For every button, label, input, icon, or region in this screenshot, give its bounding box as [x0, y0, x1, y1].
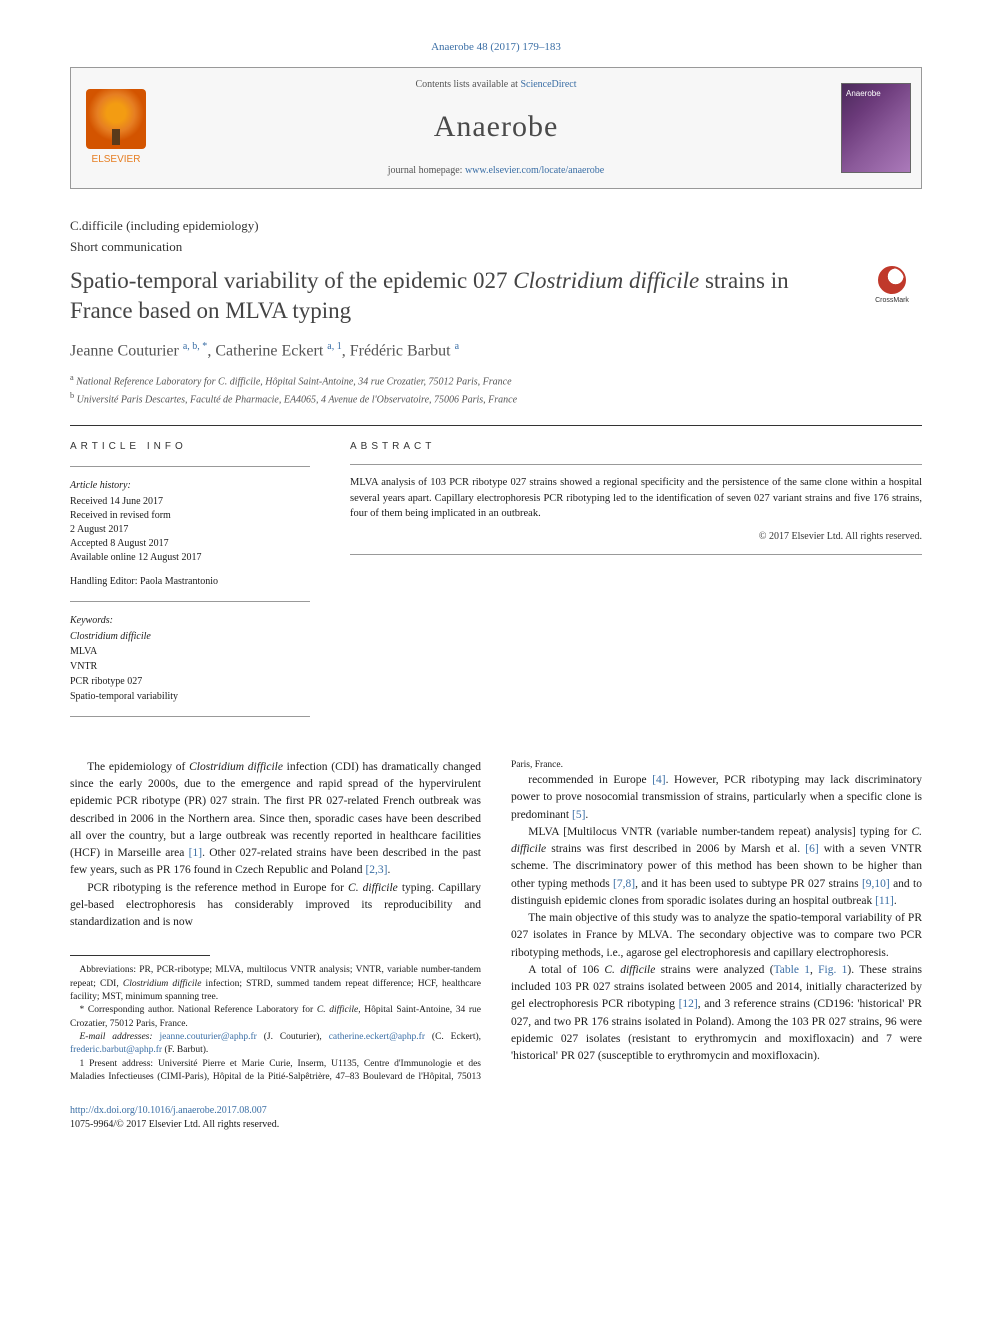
article-info-column: ARTICLE INFO Article history: Received 1… — [70, 440, 310, 729]
keyword: VNTR — [70, 660, 310, 674]
body-text: The epidemiology of Clostridium difficil… — [70, 759, 922, 1084]
abstract-heading: ABSTRACT — [350, 440, 922, 454]
title-part1: Spatio-temporal variability of the epide… — [70, 268, 513, 293]
meta-row: ARTICLE INFO Article history: Received 1… — [70, 440, 922, 729]
abstract-copyright: © 2017 Elsevier Ltd. All rights reserved… — [350, 530, 922, 544]
abstract-column: ABSTRACT MLVA analysis of 103 PCR riboty… — [350, 440, 922, 729]
info-divider-3 — [70, 716, 310, 717]
contents-line: Contents lists available at ScienceDirec… — [181, 78, 811, 92]
crossmark-icon — [878, 266, 906, 294]
affiliation-a: a National Reference Laboratory for C. d… — [70, 372, 922, 389]
section-label: C.difficile (including epidemiology) — [70, 217, 922, 235]
elsevier-tree-icon — [86, 89, 146, 149]
sciencedirect-link[interactable]: ScienceDirect — [520, 79, 576, 90]
homepage-line: journal homepage: www.elsevier.com/locat… — [181, 164, 811, 178]
footnotes-divider — [70, 955, 210, 956]
body-paragraph: A total of 106 C. difficile strains were… — [511, 962, 922, 1066]
header-center: Contents lists available at ScienceDirec… — [161, 68, 831, 188]
footnote-abbrev: Abbreviations: PR, PCR-ribotype; MLVA, m… — [70, 964, 481, 1004]
info-divider-1 — [70, 466, 310, 467]
doi-link[interactable]: http://dx.doi.org/10.1016/j.anaerobe.201… — [70, 1105, 267, 1116]
email-link[interactable]: jeanne.couturier@aphp.fr — [159, 1032, 256, 1042]
homepage-prefix: journal homepage: — [388, 165, 465, 176]
bottom-meta: http://dx.doi.org/10.1016/j.anaerobe.201… — [70, 1104, 922, 1132]
history-label: Article history: — [70, 479, 310, 493]
history-line: Received 14 June 2017 — [70, 495, 310, 509]
history-line: Received in revised form — [70, 509, 310, 523]
title-species: Clostridium difficile — [513, 268, 699, 293]
elsevier-logo[interactable]: ELSEVIER — [71, 68, 161, 188]
body-paragraph: PCR ribotyping is the reference method i… — [70, 880, 481, 932]
journal-cover-box — [831, 68, 921, 188]
email-link[interactable]: frederic.barbut@aphp.fr — [70, 1045, 162, 1055]
abstract-text: MLVA analysis of 103 PCR ribotype 027 st… — [350, 475, 922, 522]
handling-editor: Handling Editor: Paola Mastrantonio — [70, 575, 310, 589]
crossmark-label: CrossMark — [862, 296, 922, 306]
body-paragraph: The main objective of this study was to … — [511, 910, 922, 962]
journal-name: Anaerobe — [181, 106, 811, 148]
affiliation-b: b Université Paris Descartes, Faculté de… — [70, 390, 922, 407]
email-link[interactable]: catherine.eckert@aphp.fr — [329, 1032, 425, 1042]
keyword: MLVA — [70, 645, 310, 659]
keyword: PCR ribotype 027 — [70, 675, 310, 689]
article-title: Spatio-temporal variability of the epide… — [70, 266, 842, 326]
title-row: Spatio-temporal variability of the epide… — [70, 266, 922, 326]
issn-copyright: 1075-9964/© 2017 Elsevier Ltd. All right… — [70, 1119, 279, 1130]
history-line: Available online 12 August 2017 — [70, 551, 310, 565]
journal-header-box: ELSEVIER Contents lists available at Sci… — [70, 67, 922, 189]
keywords-label: Keywords: — [70, 614, 310, 628]
article-type: Short communication — [70, 238, 922, 256]
citation-header: Anaerobe 48 (2017) 179–183 — [70, 40, 922, 55]
contents-prefix: Contents lists available at — [415, 79, 520, 90]
info-divider-2 — [70, 601, 310, 602]
affiliations: a National Reference Laboratory for C. d… — [70, 372, 922, 407]
abstract-divider-top — [350, 464, 922, 465]
elsevier-label: ELSEVIER — [92, 153, 141, 167]
homepage-link[interactable]: www.elsevier.com/locate/anaerobe — [465, 165, 604, 176]
history-line: 2 August 2017 — [70, 523, 310, 537]
keywords-list: Clostridium difficile MLVA VNTR PCR ribo… — [70, 630, 310, 704]
keyword: Clostridium difficile — [70, 630, 310, 644]
authors-line: Jeanne Couturier a, b, *, Catherine Ecke… — [70, 340, 922, 363]
crossmark-badge[interactable]: CrossMark — [862, 266, 922, 306]
body-paragraph: recommended in Europe [4]. However, PCR … — [511, 772, 922, 824]
body-paragraph: MLVA [Multilocus VNTR (variable number-t… — [511, 824, 922, 910]
info-heading: ARTICLE INFO — [70, 440, 310, 454]
footnote-corresp: * Corresponding author. National Referen… — [70, 1004, 481, 1031]
body-paragraph: The epidemiology of Clostridium difficil… — [70, 759, 481, 880]
abstract-divider-bottom — [350, 554, 922, 555]
footnote-emails: E-mail addresses: jeanne.couturier@aphp.… — [70, 1031, 481, 1058]
journal-cover-image — [841, 83, 911, 173]
keyword: Spatio-temporal variability — [70, 690, 310, 704]
page-container: Anaerobe 48 (2017) 179–183 ELSEVIER Cont… — [0, 0, 992, 1172]
divider-top — [70, 425, 922, 426]
history-line: Accepted 8 August 2017 — [70, 537, 310, 551]
